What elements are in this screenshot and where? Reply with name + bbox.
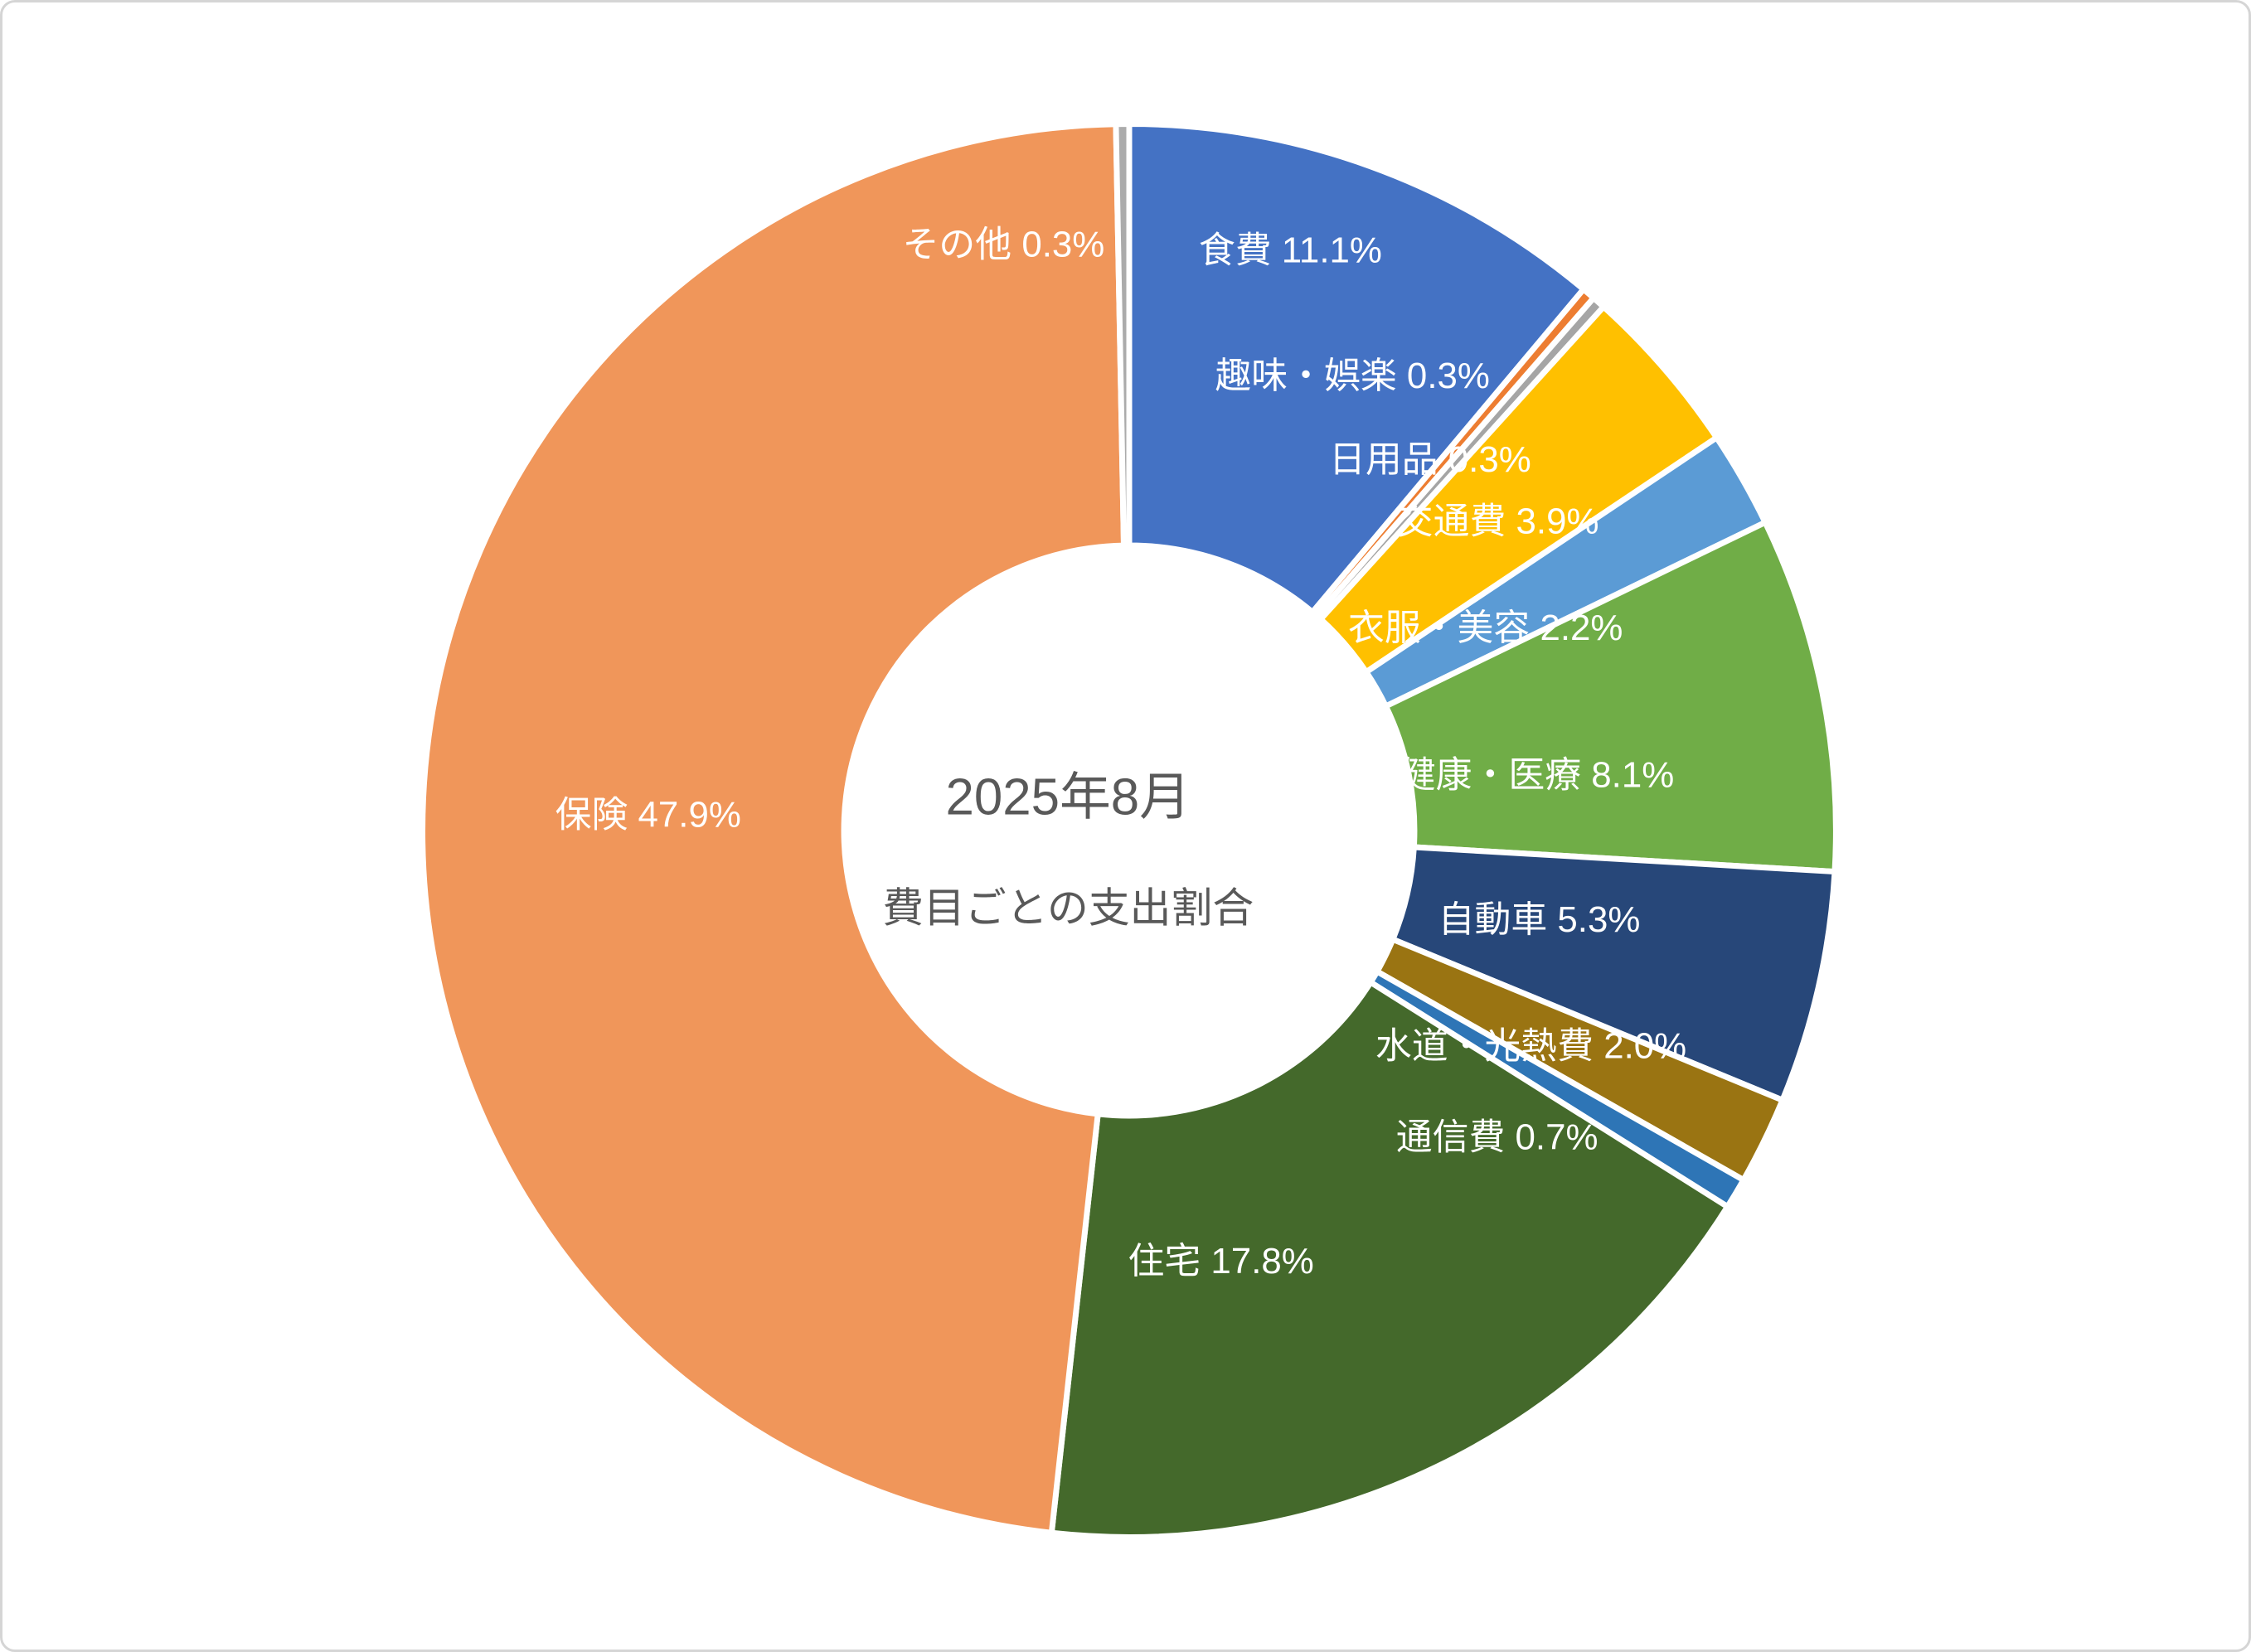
pie-slice-1: [1126, 121, 1587, 615]
slice-label-5: 衣服・美容 2.2%: [1348, 608, 1623, 648]
pie-slice-11: [420, 121, 1127, 1536]
slice-label-8: 水道・光熱費 2.0%: [1375, 1026, 1686, 1067]
slice-label-3: 日用品 0.3%: [1329, 439, 1531, 480]
slice-label-2: 趣味・娯楽 0.3%: [1215, 356, 1489, 396]
chart-center-title-line2: 費目ごとの支出割合: [882, 885, 1254, 932]
slice-label-11: 保険 47.9%: [555, 795, 741, 836]
slice-label-6: 健康・医療 8.1%: [1400, 755, 1674, 796]
slice-label-1: 食費 11.1%: [1199, 230, 1382, 271]
slice-label-9: 通信費 0.7%: [1396, 1117, 1599, 1157]
slice-label-10: 住宅 17.8%: [1128, 1241, 1314, 1281]
pie-slice-12: [1113, 121, 1133, 549]
slice-label-12: その他 0.3%: [903, 225, 1105, 265]
chart-center-title-line1: 2025年8月: [945, 769, 1190, 826]
pie-slice-10: [1048, 979, 1731, 1540]
slice-label-4: 交通費 3.9%: [1397, 501, 1599, 542]
pie-slice-6: [1383, 519, 1839, 875]
slice-label-7: 自動車 5.3%: [1438, 899, 1641, 940]
